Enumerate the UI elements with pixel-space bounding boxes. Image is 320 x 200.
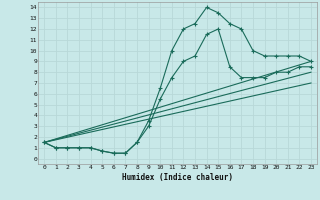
X-axis label: Humidex (Indice chaleur): Humidex (Indice chaleur) — [122, 173, 233, 182]
